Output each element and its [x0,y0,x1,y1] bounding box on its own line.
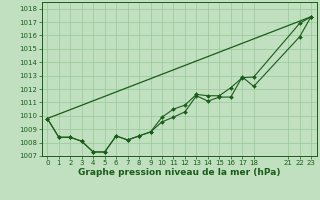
X-axis label: Graphe pression niveau de la mer (hPa): Graphe pression niveau de la mer (hPa) [78,168,280,177]
